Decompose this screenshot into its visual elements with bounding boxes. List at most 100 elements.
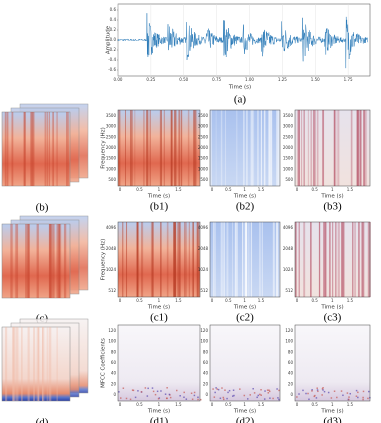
stack-stripe [42,327,44,401]
speckle [269,397,271,399]
x-axis-label: Time (s) [320,194,343,200]
y-tick-label: 3000 [106,124,117,129]
stack-image [1,223,71,299]
y-tick-label: 1500 [198,156,209,161]
y-tick-label: 0.2 [110,27,117,32]
speckle [336,396,338,399]
y-tick-label: 2048 [198,246,209,251]
stripe [244,222,247,297]
speckle [349,392,352,395]
stripe [359,110,362,186]
plot-frame [117,109,201,187]
stripe [307,110,309,186]
stripe [341,222,344,297]
speckle [357,396,359,399]
speckle [215,387,217,389]
stripe [119,110,121,186]
speckle [129,398,132,401]
speckle [118,391,120,393]
stack-stripe [48,327,52,401]
x-tick-label: 0 [119,298,122,303]
stripe [181,110,183,186]
speckle [219,397,222,400]
stripe [210,110,212,186]
speckle [222,396,225,399]
y-tick-label: 2500 [198,134,209,139]
stripe [173,222,175,297]
stripe [160,110,162,186]
stack-stripe [44,112,46,186]
stack-caption: (d) [36,417,49,423]
speckle [268,389,270,391]
stripe [270,110,273,186]
stack-stripe [15,224,19,298]
y-axis-label: Frequency (Hz) [101,239,107,280]
speckle [311,390,313,392]
y-tick-label: 40 [111,371,117,376]
speckle [327,391,330,394]
spectrogram [118,222,200,297]
y-tick-label: 0 [205,392,208,397]
x-tick-label: 1.5 [347,187,354,192]
x-tick-label: 0.75 [212,77,221,82]
x-tick-label: 0.50 [179,77,188,82]
stripe [337,110,340,186]
x-tick-label: 0 [119,187,122,192]
stripe [303,222,306,297]
stripe [362,222,364,297]
stripe [196,222,199,297]
y-tick-label: 120 [285,328,293,333]
stripe [126,222,128,297]
stack-stripe [58,224,60,298]
speckle [183,396,185,399]
stripe [298,110,300,186]
y-tick-label: 500 [108,177,116,182]
y-tick-label: 2500 [106,134,117,139]
x-tick-label: 1.25 [278,77,287,82]
speckle [330,397,333,399]
speckle [232,389,235,391]
x-axis-label: Time (s) [147,409,170,415]
x-axis-label: Time (s) [320,409,343,415]
speckle [256,396,258,399]
stripe [253,110,255,186]
stripe [250,222,253,297]
stack-stripe [10,224,13,298]
x-tick-label: 0.5 [136,402,143,407]
stripe [257,110,259,186]
x-tick-label: 0 [211,187,214,192]
stripe [198,222,200,297]
x-tick-label: 1 [331,187,334,192]
speckle [221,387,223,389]
x-tick-label: 0.5 [225,187,232,192]
x-tick-label: 1.50 [311,77,320,82]
speckle [362,390,365,393]
stripe [177,222,179,297]
stripe [187,110,190,186]
caption: (d2) [236,416,255,423]
x-tick-label: 0 [211,402,214,407]
stripe [363,110,365,186]
y-tick-label: 3500 [283,113,294,118]
speckle [260,394,262,396]
stripe [295,222,297,297]
speckle [298,393,300,395]
speckle [191,398,194,401]
stripe [136,222,139,297]
y-tick-label: 0.0 [110,37,117,42]
stripe [241,222,244,297]
stripe [178,222,181,297]
speckle [307,392,309,395]
stripe [245,222,247,297]
y-tick-label: -0.6 [108,67,116,72]
speckle [147,387,149,390]
x-tick-label: 1 [158,187,161,192]
stripe [220,110,223,186]
speckle [212,388,214,390]
stripe [136,222,138,297]
stack-stripe [50,224,53,298]
caption: (b3) [323,201,342,213]
stripe [215,110,217,186]
stack-stripe [37,327,40,401]
stack-stripe [48,112,50,186]
